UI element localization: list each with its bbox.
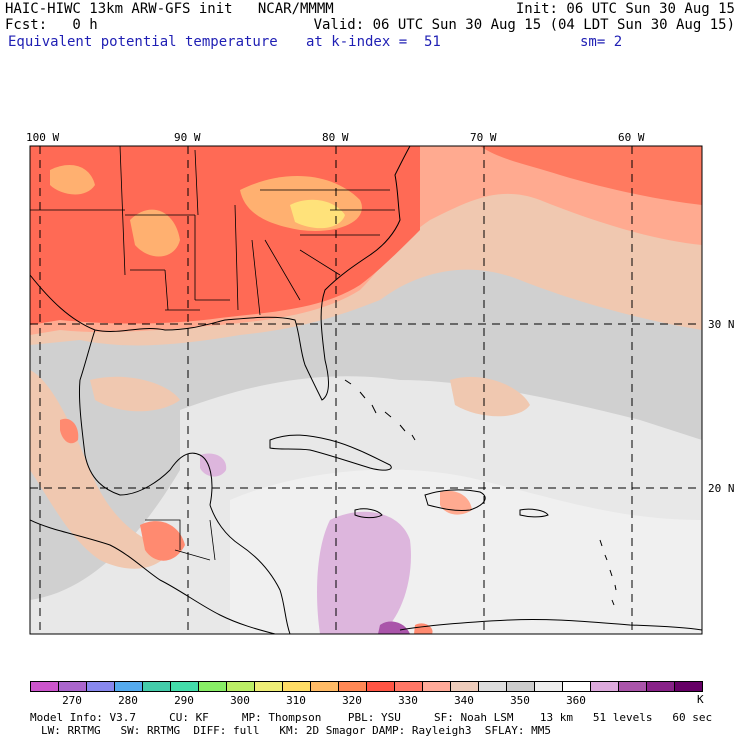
lon-label-80w: 80 W bbox=[322, 131, 349, 144]
colorbar-swatch bbox=[30, 681, 59, 692]
colorbar-swatch bbox=[142, 681, 171, 692]
colorbar-swatch bbox=[422, 681, 451, 692]
colorbar-swatch bbox=[366, 681, 395, 692]
colorbar-tick-label: 280 bbox=[118, 694, 138, 707]
init-time: Init: 06 UTC Sun 30 Aug 15 bbox=[515, 1, 735, 17]
colorbar-swatch bbox=[226, 681, 255, 692]
colorbar-swatch bbox=[534, 681, 563, 692]
map-frame bbox=[29, 145, 703, 635]
colorbar-swatch bbox=[254, 681, 283, 692]
colorbar-swatch bbox=[590, 681, 619, 692]
colorbar-swatch bbox=[86, 681, 115, 692]
colorbar-tick-label: 310 bbox=[286, 694, 306, 707]
colorbar-swatch bbox=[562, 681, 591, 692]
colorbar-tick-label: 290 bbox=[174, 694, 194, 707]
level-info: at k-index = 51 bbox=[306, 34, 441, 50]
colorbar-tick-label: 320 bbox=[342, 694, 362, 707]
lat-label-30n: 30 N bbox=[708, 318, 735, 331]
colorbar-tick-label: 300 bbox=[230, 694, 250, 707]
lat-label-20n: 20 N bbox=[708, 482, 735, 495]
smoothing-info: sm= 2 bbox=[580, 34, 623, 50]
colorbar-swatch bbox=[478, 681, 507, 692]
lat-lon-grid bbox=[30, 146, 702, 634]
colorbar-swatch bbox=[338, 681, 367, 692]
lon-label-100w: 100 W bbox=[26, 131, 60, 144]
colorbar-swatch bbox=[310, 681, 339, 692]
coastlines bbox=[30, 146, 702, 634]
colorbar-swatch bbox=[282, 681, 311, 692]
colorbar-swatch bbox=[58, 681, 87, 692]
colorbar-tick-label: 350 bbox=[510, 694, 530, 707]
lon-label-70w: 70 W bbox=[470, 131, 497, 144]
model-title: HAIC-HIWC 13km ARW-GFS init NCAR/MMMM bbox=[5, 1, 334, 17]
footer-physics-info: LW: RRTMG SW: RRTMG DIFF: full KM: 2D Sm… bbox=[41, 724, 551, 737]
theta-e-field bbox=[30, 146, 702, 634]
colorbar-swatch bbox=[506, 681, 535, 692]
colorbar-swatch bbox=[618, 681, 647, 692]
colorbar-swatch bbox=[114, 681, 143, 692]
colorbar-tick-label: 360 bbox=[566, 694, 586, 707]
state-borders bbox=[30, 146, 395, 561]
forecast-hour: Fcst: 0 h bbox=[5, 17, 98, 33]
colorbar-swatch bbox=[450, 681, 479, 692]
valid-time: Valid: 06 UTC Sun 30 Aug 15 (04 LDT Sun … bbox=[313, 17, 735, 33]
colorbar-swatch bbox=[170, 681, 199, 692]
colorbar-swatch bbox=[198, 681, 227, 692]
colorbar-swatch bbox=[674, 681, 703, 692]
field-name: Equivalent potential temperature bbox=[8, 34, 278, 50]
colorbar-tick-label: 330 bbox=[398, 694, 418, 707]
footer-model-info: Model Info: V3.7 CU: KF MP: Thompson PBL… bbox=[30, 711, 713, 724]
colorbar-swatch bbox=[394, 681, 423, 692]
colorbar-swatch bbox=[646, 681, 675, 692]
colorbar-tick-label: 270 bbox=[62, 694, 82, 707]
colorbar-tick-label: 340 bbox=[454, 694, 474, 707]
colorbar-unit: K bbox=[697, 693, 704, 706]
lon-label-90w: 90 W bbox=[174, 131, 201, 144]
lon-label-60w: 60 W bbox=[618, 131, 645, 144]
